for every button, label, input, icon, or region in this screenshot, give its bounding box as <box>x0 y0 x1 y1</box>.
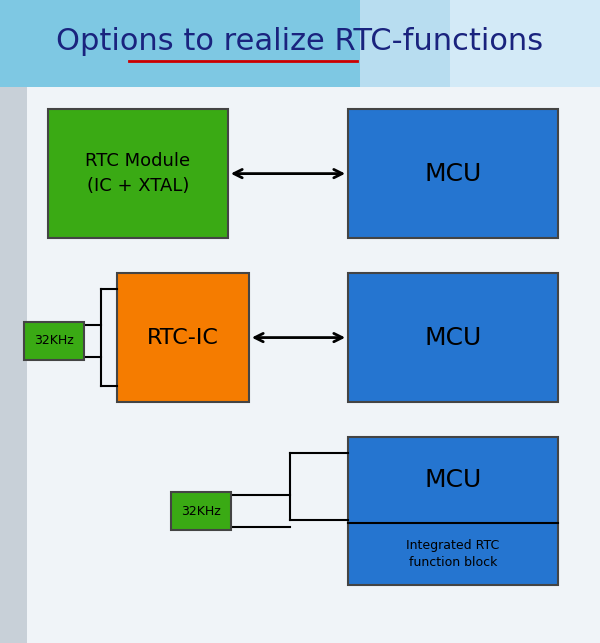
Text: 32KHz: 32KHz <box>34 334 74 347</box>
Bar <box>150 0 180 87</box>
Bar <box>0 87 600 643</box>
Text: Options to realize RTC-functions: Options to realize RTC-functions <box>56 27 544 57</box>
Bar <box>450 0 480 87</box>
Bar <box>570 0 600 87</box>
Bar <box>330 0 360 87</box>
Bar <box>348 109 558 238</box>
Bar <box>480 0 510 87</box>
Text: MCU: MCU <box>424 468 482 492</box>
Bar <box>360 0 390 87</box>
Bar <box>120 0 150 87</box>
Bar <box>24 322 84 360</box>
Bar <box>171 492 231 530</box>
Bar <box>0 87 27 643</box>
Bar <box>348 273 558 402</box>
Bar <box>0 0 360 87</box>
Text: 32KHz: 32KHz <box>181 505 221 518</box>
Text: RTC-IC: RTC-IC <box>147 327 219 348</box>
Bar <box>390 0 420 87</box>
Bar <box>210 0 240 87</box>
Bar <box>180 0 210 87</box>
Text: Integrated RTC
function block: Integrated RTC function block <box>406 539 500 569</box>
Text: MCU: MCU <box>424 325 482 350</box>
Bar <box>60 0 90 87</box>
Bar <box>30 0 60 87</box>
Bar <box>270 0 300 87</box>
Bar <box>450 0 600 87</box>
Bar <box>510 0 540 87</box>
Bar <box>240 0 270 87</box>
Bar <box>348 437 558 585</box>
Bar <box>48 109 228 238</box>
Text: MCU: MCU <box>424 161 482 186</box>
Bar <box>90 0 120 87</box>
Bar <box>300 0 330 87</box>
Bar <box>360 0 600 87</box>
Bar <box>540 0 570 87</box>
Bar <box>420 0 450 87</box>
Bar <box>0 0 30 87</box>
Text: RTC Module
(IC + XTAL): RTC Module (IC + XTAL) <box>85 152 191 195</box>
Bar <box>117 273 249 402</box>
